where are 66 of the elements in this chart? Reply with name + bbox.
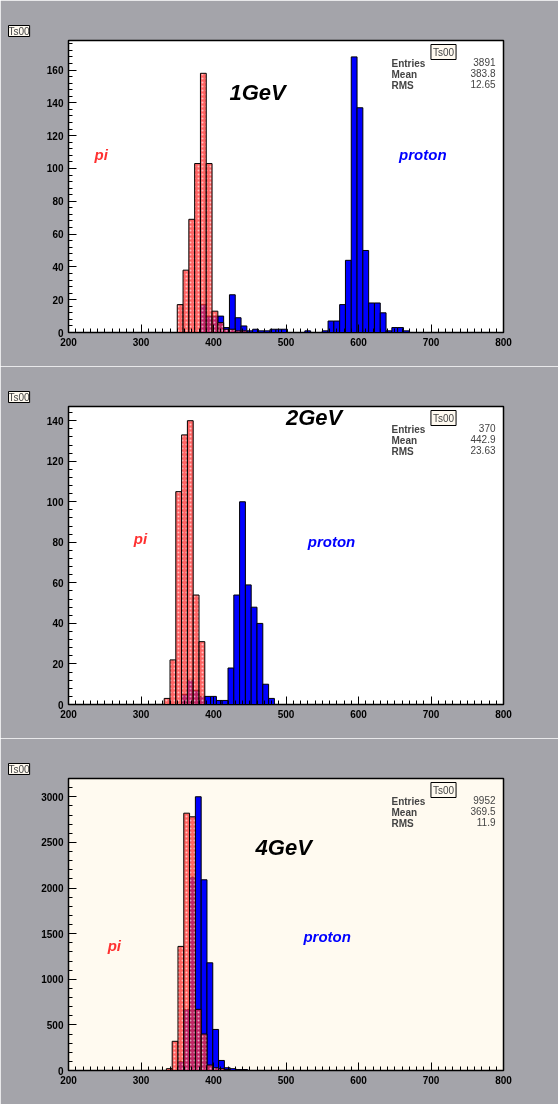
y-tick-label: 2500 xyxy=(41,837,64,849)
y-tick-label: 80 xyxy=(52,537,64,549)
text: Mean 383.8 xyxy=(391,67,496,80)
y-tick-label: 100 xyxy=(46,496,64,508)
x-tick-label: 800 xyxy=(495,708,513,720)
y-tick-label: 0 xyxy=(57,699,64,711)
y-tick-label: 20 xyxy=(52,658,64,670)
y-tick-label: 40 xyxy=(52,618,64,630)
text: proton xyxy=(306,532,356,550)
y-tick-label: 1500 xyxy=(41,928,64,940)
y-tick-label: 60 xyxy=(52,577,64,589)
x-tick-label: 200 xyxy=(60,708,78,720)
y-tick-label: 20 xyxy=(52,294,64,306)
x-tick-label: 500 xyxy=(277,1074,295,1086)
y-tick-label: 60 xyxy=(52,229,64,241)
y-tick-label: 500 xyxy=(46,1019,64,1031)
annotation: 1GeV xyxy=(229,79,289,105)
x-tick-label: 700 xyxy=(422,708,440,720)
x-tick-label: 600 xyxy=(350,708,368,720)
x-tick-label: 400 xyxy=(205,1074,223,1086)
y-tick-label: 120 xyxy=(46,456,64,468)
x-tick-label: 700 xyxy=(422,1074,440,1086)
y-tick-label: 40 xyxy=(52,261,64,273)
x-tick-label: 200 xyxy=(60,336,78,348)
text: Mean 369.5 xyxy=(391,805,496,818)
x-tick-label: 300 xyxy=(132,708,150,720)
x-tick-label: 600 xyxy=(350,336,368,348)
text: RMS 11.9 xyxy=(391,816,496,829)
text: Entries 3891 xyxy=(391,56,496,69)
text: Ts00 xyxy=(432,412,455,424)
x-tick-label: 800 xyxy=(495,1074,513,1086)
x-tick-label: 300 xyxy=(132,336,150,348)
series-label: pi xyxy=(132,529,148,547)
x-tick-label: 700 xyxy=(422,336,440,348)
x-tick-label: 200 xyxy=(60,1074,78,1086)
x-tick-label: 400 xyxy=(205,336,223,348)
x-tick-label: 500 xyxy=(277,708,295,720)
text: RMS 12.65 xyxy=(391,78,496,91)
y-tick-label: 80 xyxy=(52,196,64,208)
annotation: 4GeV xyxy=(254,835,315,861)
y-tick-label: 2000 xyxy=(41,883,64,894)
text: Entries 9952 xyxy=(391,794,496,807)
text: proton xyxy=(398,146,447,164)
text: RMS 23.63 xyxy=(391,444,496,457)
text: Mean 442.9 xyxy=(391,433,496,446)
x-tick-label: 400 xyxy=(205,708,223,720)
x-tick-label: 800 xyxy=(495,336,513,348)
y-tick-label: 0 xyxy=(57,327,64,339)
y-tick-label: 1000 xyxy=(41,974,64,986)
y-tick-label: 140 xyxy=(46,97,64,109)
x-tick-label: 300 xyxy=(132,1074,150,1086)
y-tick-label: 140 xyxy=(46,415,64,427)
text: pi xyxy=(106,936,122,954)
annotation: 2GeV xyxy=(285,405,345,431)
x-tick-label: 600 xyxy=(350,1074,368,1086)
text: Ts00 xyxy=(432,784,455,796)
text: proton xyxy=(302,927,351,945)
y-tick-label: 120 xyxy=(46,130,64,142)
y-tick-label: 3000 xyxy=(41,791,64,803)
y-tick-label: 100 xyxy=(46,163,64,175)
y-tick-label: 0 xyxy=(57,1065,64,1077)
x-tick-label: 500 xyxy=(277,336,295,348)
y-tick-label: 160 xyxy=(46,65,64,77)
text: pi xyxy=(93,146,109,164)
text: Entries 370 xyxy=(391,422,496,435)
text: Ts00 xyxy=(432,46,455,58)
